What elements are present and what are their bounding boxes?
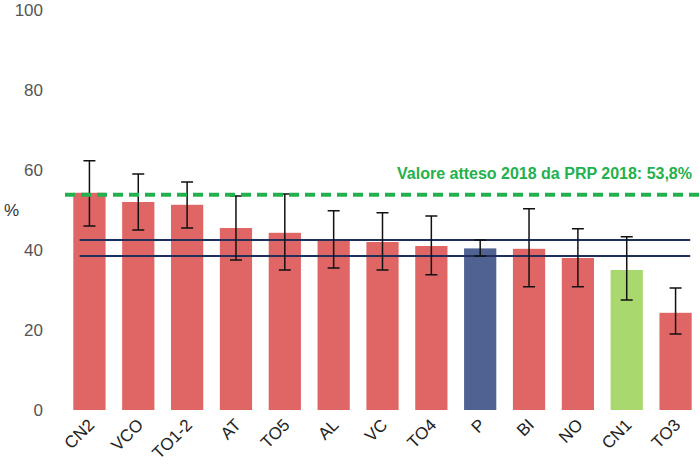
bar [171,205,203,410]
error-bar [279,194,291,270]
bar [464,248,496,410]
error-bar [670,288,682,334]
error-bar [474,240,486,256]
x-tick-label: BI [513,415,538,440]
y-tick-label: 60 [24,161,43,180]
x-tick-label: AT [217,415,245,443]
y-tick-label: 80 [24,81,43,100]
target-line [65,193,700,197]
chart-svg: 0 20 40 60 80 100% Valore atteso 2018 da PRP 2… [0,0,700,475]
x-tick-label: P [468,415,489,436]
x-tick-label: TO5 [257,415,294,452]
annotation: Valore atteso 2018 da PRP 2018: 53,8% [397,165,692,182]
error-bar [181,182,193,228]
error-bar [523,209,535,287]
y-tick-label: 100 [15,1,43,20]
y-tick-label: 0 [34,401,43,420]
error-bar [328,211,340,268]
y-tick-label: 40 [24,241,43,260]
reference-line [80,255,691,257]
x-tick-label: TO4 [404,415,441,452]
plot-marks [65,161,700,410]
error-bar [621,237,633,300]
x-tick-label: AL [314,415,342,443]
error-bar [132,174,144,230]
x-tick-label: TO3 [648,415,685,452]
x-tick-label: NO [555,415,586,446]
chart-container: 0 20 40 60 80 100% Valore atteso 2018 da PRP 2… [0,0,700,475]
reference-line [80,239,691,241]
x-tick-label: CN2 [61,415,98,452]
error-bar [230,196,242,260]
x-tick-label: CN1 [598,415,635,452]
x-tick-label: VCO [108,415,147,454]
x-tick-label: TO1-2 [149,415,196,462]
bar [122,202,154,410]
y-tick-label: 20 [24,321,43,340]
error-bar [377,213,389,270]
error-bar [572,229,584,287]
x-tick-label: VC [361,415,391,445]
y-axis-label: % [4,201,19,220]
error-bar [425,216,437,275]
